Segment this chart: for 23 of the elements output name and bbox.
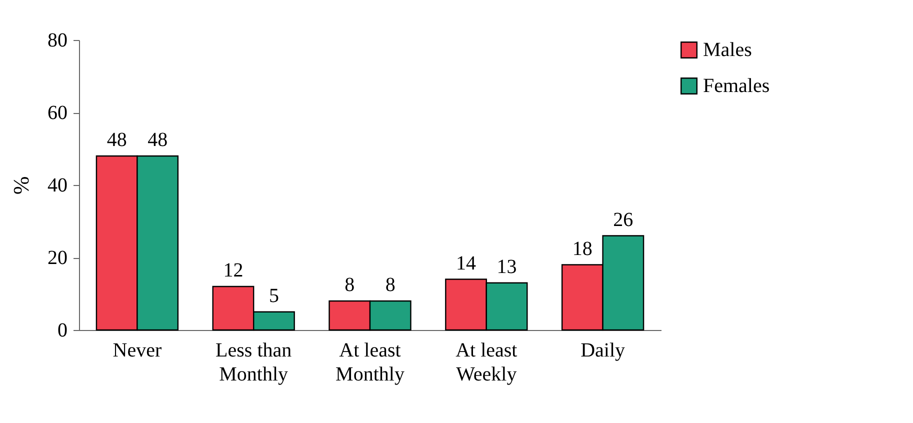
y-tick-label: 20 [48, 247, 68, 269]
data-label: 26 [613, 208, 634, 231]
data-label: 18 [572, 238, 592, 260]
y-tick-label: 0 [58, 320, 68, 342]
legend-label: Males [703, 39, 752, 61]
data-label: 48 [148, 129, 168, 151]
data-label: 48 [106, 129, 127, 151]
y-axis-title: % [8, 176, 34, 195]
x-tick-label: Never [112, 340, 162, 362]
y-tick-label: 80 [48, 30, 68, 52]
x-tick-label: At least Monthly [336, 340, 404, 386]
data-label: 12 [223, 260, 244, 282]
data-label: 5 [268, 284, 279, 307]
y-tick-label: 40 [48, 174, 68, 196]
x-tick-label: At least Weekly [456, 340, 518, 386]
data-label: 13 [496, 256, 517, 278]
data-label: 8 [344, 274, 355, 296]
data-label: 8 [385, 274, 396, 296]
x-tick-label: Daily [580, 340, 626, 362]
y-tick-label: 60 [48, 102, 68, 124]
legend-label: Females [703, 75, 770, 97]
x-tick-label: Less than Monthly [216, 340, 292, 386]
data-label: 14 [456, 252, 476, 274]
